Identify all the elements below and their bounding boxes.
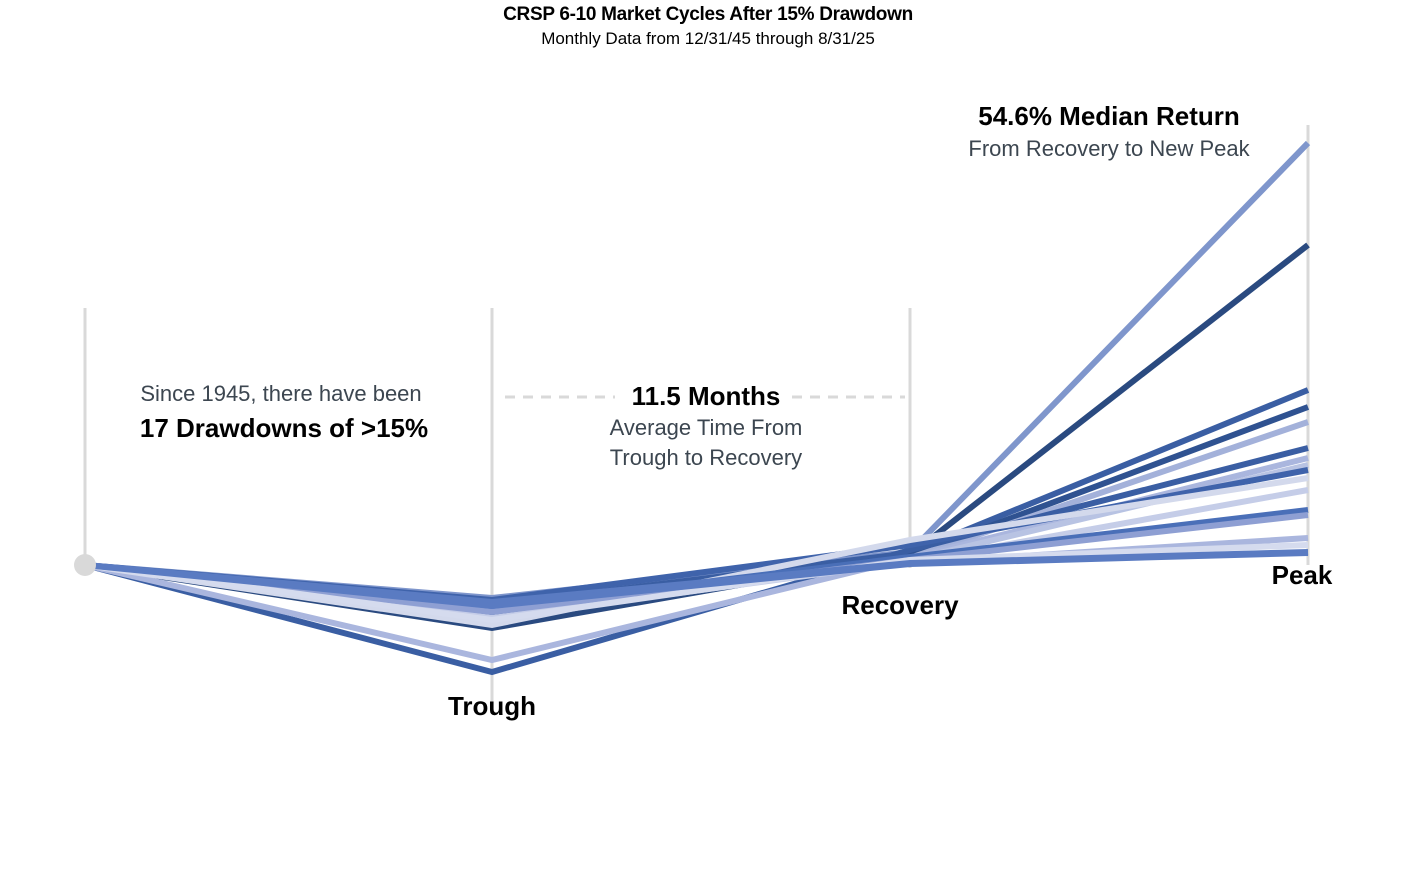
x-label-trough: Trough — [447, 691, 537, 721]
months-label: 11.5 Months — [631, 381, 781, 411]
drawdowns-count: 17 Drawdowns of >15% — [139, 413, 429, 443]
chart-title: CRSP 6-10 Market Cycles After 15% Drawdo… — [503, 4, 913, 25]
median-sub: From Recovery to New Peak — [968, 136, 1250, 161]
series-line-17 — [84, 550, 1309, 610]
series-line-15 — [84, 542, 1309, 624]
months-sub-2: Trough to Recovery — [609, 445, 803, 470]
start-dot — [74, 554, 96, 576]
x-label-recovery: Recovery — [841, 590, 959, 620]
drawdowns-intro: Since 1945, there have been — [140, 381, 422, 406]
months-sub-1: Average Time From — [609, 415, 803, 440]
x-label-peak: Peak — [1271, 560, 1333, 590]
median-label: 54.6% Median Return — [978, 101, 1240, 131]
chart-subtitle: Monthly Data from 12/31/45 through 8/31/… — [541, 29, 875, 48]
